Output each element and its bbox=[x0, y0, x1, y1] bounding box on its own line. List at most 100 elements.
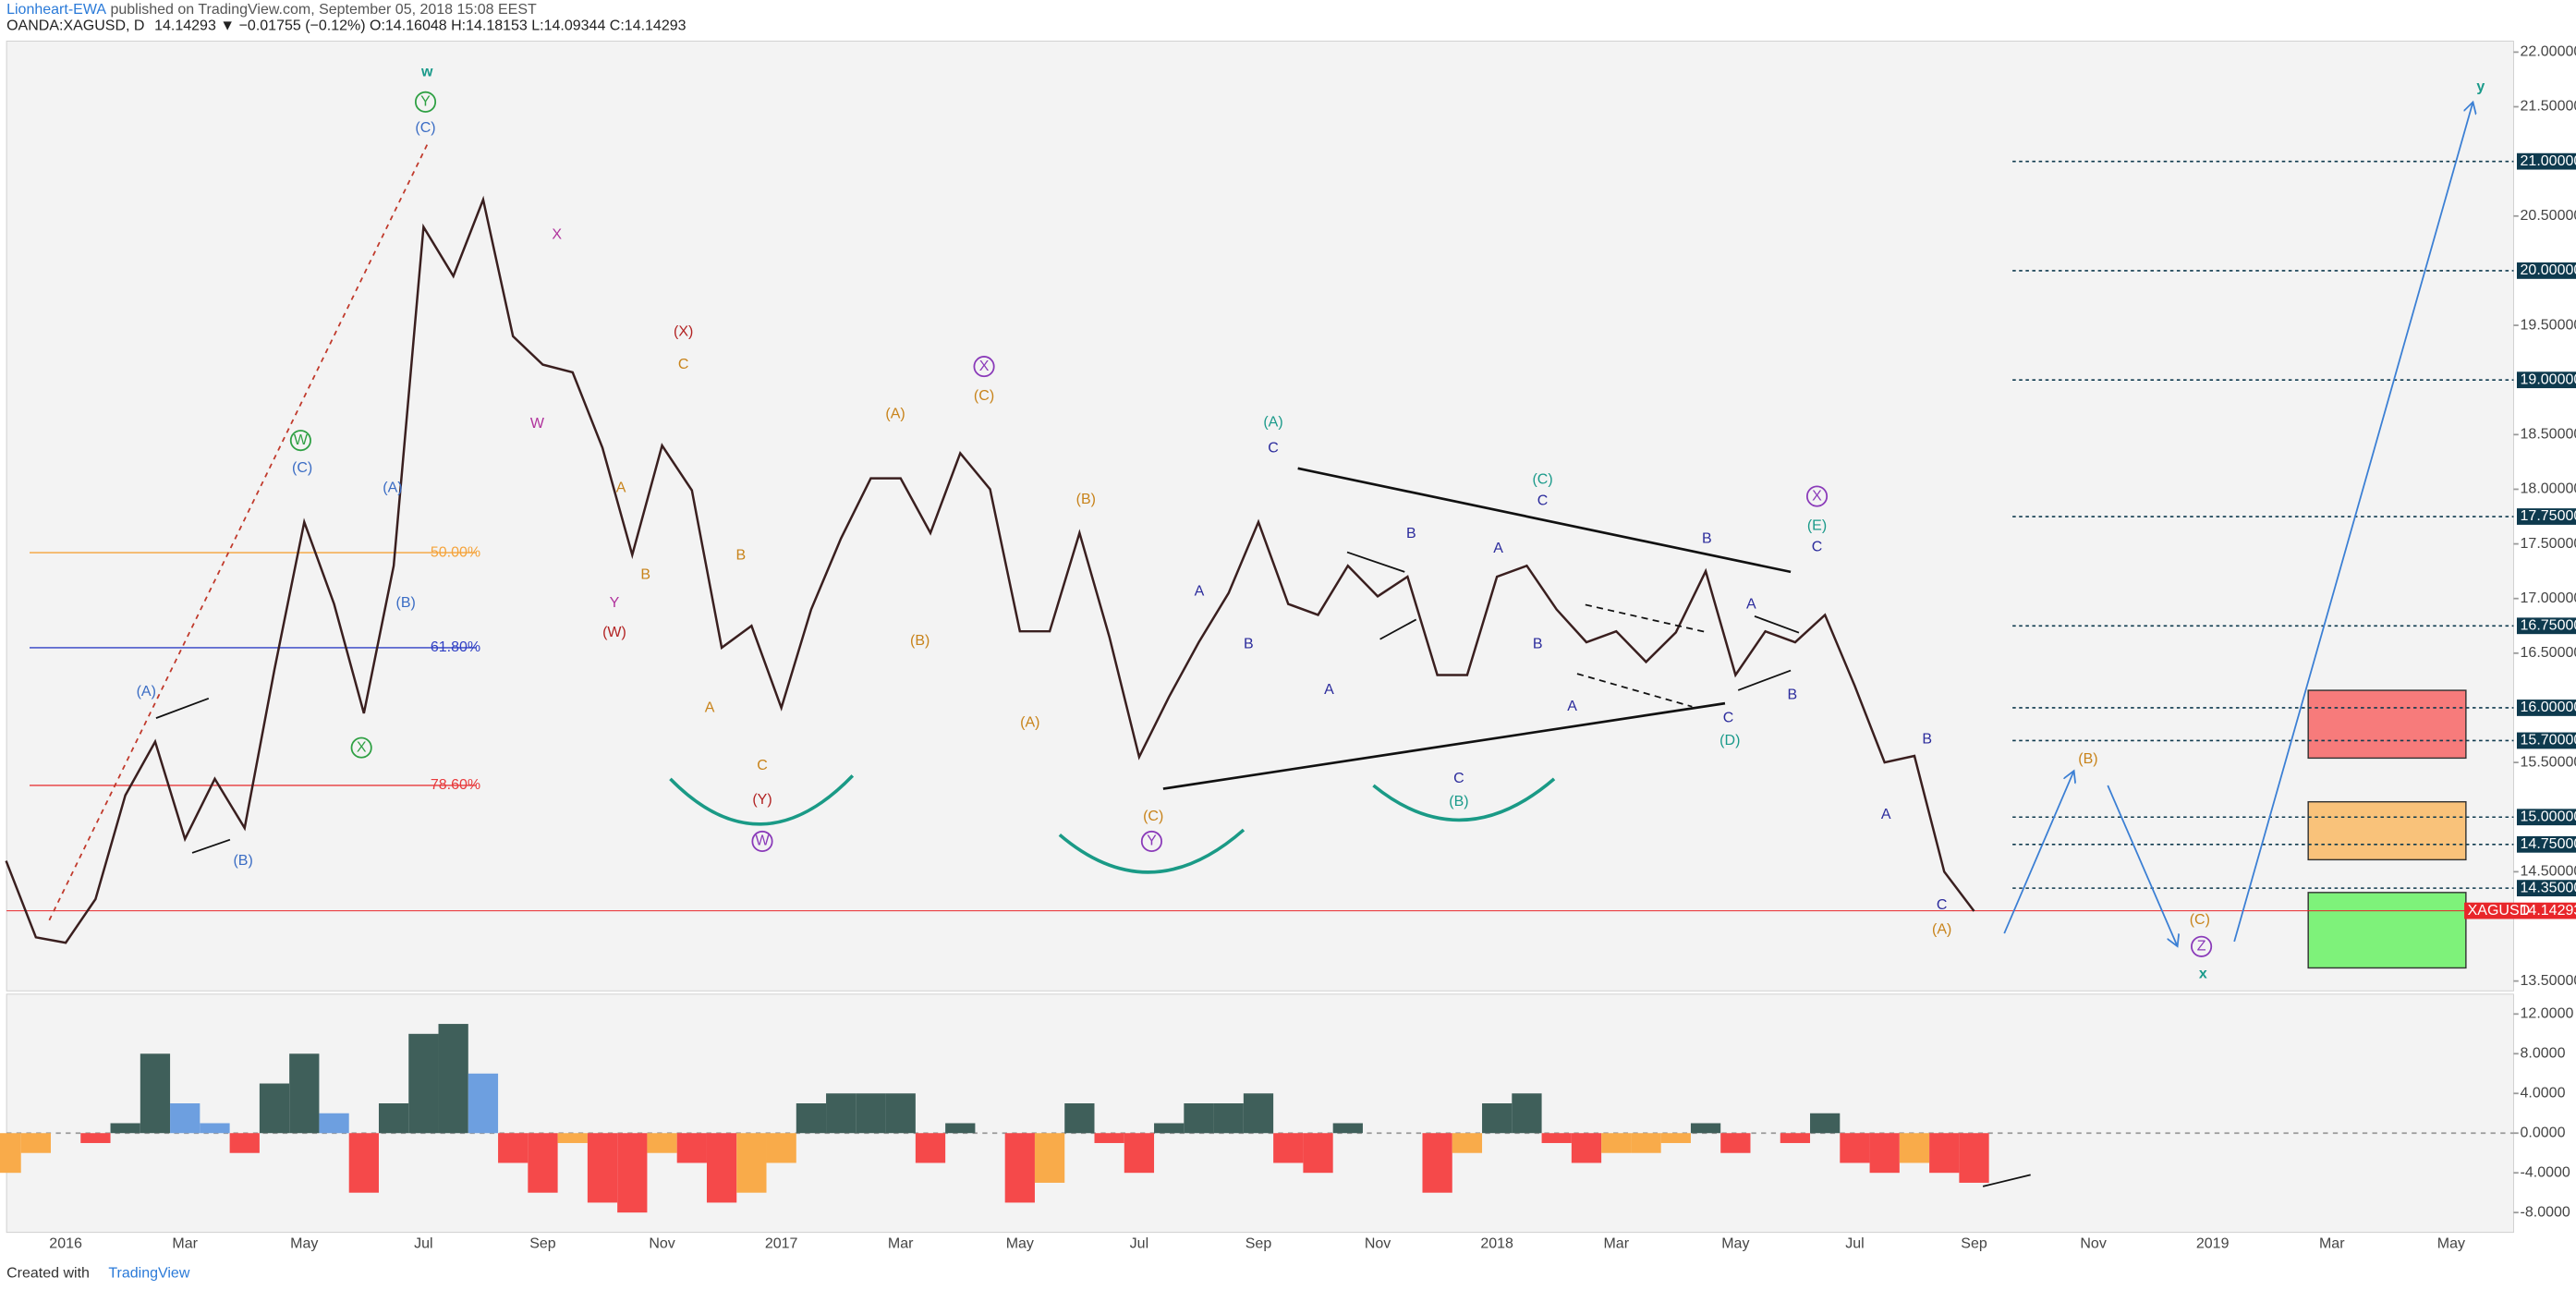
oscillator-bar bbox=[200, 1123, 230, 1134]
wave-label: (Y) bbox=[752, 792, 772, 808]
fib-label: 61.80% bbox=[431, 639, 480, 655]
y-tick-label: 21.50000 bbox=[2521, 99, 2576, 115]
oscillator-bar bbox=[1571, 1133, 1602, 1163]
wave-label: A bbox=[1493, 541, 1503, 556]
oscillator-bar bbox=[1929, 1133, 1960, 1174]
oscillator-bar bbox=[1899, 1133, 1930, 1163]
x-tick-label: 2018 bbox=[1480, 1235, 1513, 1251]
published: published on TradingView.com, September … bbox=[106, 2, 537, 18]
author[interactable]: Lionheart-EWA bbox=[6, 2, 106, 18]
oscillator-bar bbox=[528, 1133, 558, 1193]
x-tick-label: May bbox=[1006, 1235, 1034, 1251]
channel-line bbox=[1754, 615, 1800, 634]
footer-created: Created with bbox=[6, 1265, 90, 1281]
oscillator-bar bbox=[1004, 1133, 1035, 1203]
oscillator-line bbox=[1982, 1174, 2031, 1187]
y-tick-label: -8.0000 bbox=[2521, 1204, 2570, 1220]
wave-label: (C) bbox=[292, 460, 312, 476]
wave-label: (W) bbox=[602, 625, 626, 640]
wave-label: Y bbox=[420, 94, 431, 110]
wave-circle bbox=[2191, 935, 2213, 957]
wave-label: (D) bbox=[1719, 733, 1740, 748]
wave-label: x bbox=[2199, 967, 2207, 982]
chart-layer: 2016 Mar May Jul Sep Nov 2017 Mar May Jul Sep Nov 20… bbox=[0, 44, 2576, 1251]
level-label: 15.00000 bbox=[2521, 809, 2576, 824]
wave-label: B bbox=[1702, 531, 1712, 547]
oscillator-bar bbox=[1660, 1133, 1691, 1143]
level-label: 20.00000 bbox=[2521, 262, 2576, 278]
oscillator-bar bbox=[259, 1083, 290, 1134]
oscillator-bar bbox=[826, 1093, 857, 1134]
y-tick-label: 13.50000 bbox=[2521, 973, 2576, 989]
level-label: 14.35000 bbox=[2521, 880, 2576, 895]
y-tick-label: 18.50000 bbox=[2521, 427, 2576, 443]
wave-label: (E) bbox=[1807, 517, 1827, 533]
wave-label: A bbox=[616, 480, 626, 495]
oscillator-bar bbox=[617, 1133, 648, 1213]
projection-arrow bbox=[2233, 103, 2473, 943]
arc bbox=[1372, 777, 1556, 822]
level-box bbox=[2516, 700, 2576, 716]
oscillator-bar bbox=[856, 1093, 886, 1134]
level-box bbox=[2516, 880, 2576, 897]
wave-label: (B) bbox=[1449, 794, 1468, 809]
arc bbox=[669, 774, 855, 826]
x-tick-label: 2017 bbox=[765, 1235, 798, 1251]
y-tick-label: 16.50000 bbox=[2521, 645, 2576, 661]
x-tick-label: Mar bbox=[172, 1235, 198, 1251]
wave-label: B bbox=[736, 547, 747, 563]
wave-label: (C) bbox=[2190, 912, 2210, 928]
wave-label: (C) bbox=[1143, 809, 1163, 824]
wave-label: (A) bbox=[137, 684, 156, 700]
oscillator-bar bbox=[348, 1133, 379, 1193]
oscillator-bar bbox=[557, 1133, 588, 1143]
oscillator-bar bbox=[915, 1133, 946, 1163]
wave-circle bbox=[1805, 485, 1829, 507]
wave-label: B bbox=[1533, 636, 1543, 651]
level-label: 14.75000 bbox=[2521, 836, 2576, 852]
wave-label: w bbox=[420, 65, 433, 80]
oscillator-bar bbox=[1303, 1133, 1333, 1174]
oscillator-bar bbox=[1482, 1103, 1513, 1134]
x-tick-label: Mar bbox=[2319, 1235, 2345, 1251]
wave-label: A bbox=[1324, 682, 1334, 698]
x-tick-label: Sep bbox=[1245, 1235, 1272, 1251]
level-label: 16.00000 bbox=[2521, 700, 2576, 715]
oscillator-bar bbox=[438, 1024, 468, 1134]
oscillator-bar bbox=[1869, 1133, 1900, 1174]
x-tick-label: May bbox=[1721, 1235, 1749, 1251]
wave-label: A bbox=[1746, 597, 1756, 613]
oscillator-bar bbox=[1154, 1123, 1185, 1134]
wave-label: A bbox=[1881, 807, 1891, 822]
x-tick-label: Sep bbox=[529, 1235, 556, 1251]
projection-arrow bbox=[2003, 773, 2073, 934]
oscillator-bar bbox=[1332, 1123, 1363, 1134]
level-box bbox=[2516, 371, 2576, 389]
oscillator-bar bbox=[736, 1133, 767, 1193]
oscillator-bar bbox=[1810, 1113, 1841, 1134]
oscillator-bar bbox=[468, 1073, 499, 1134]
wave-circle bbox=[1140, 830, 1162, 853]
symbol: OANDA:XAGUSD, D bbox=[6, 18, 144, 34]
oscillator-bar bbox=[1601, 1133, 1632, 1153]
wave-label: (B) bbox=[233, 853, 252, 869]
oscillator-bar bbox=[766, 1133, 796, 1163]
level-label: 15.70000 bbox=[2521, 733, 2576, 748]
y-tick-label: 20.50000 bbox=[2521, 208, 2576, 224]
wave-label: W bbox=[755, 834, 770, 849]
target-zone bbox=[2307, 892, 2467, 969]
oscillator-bar bbox=[1541, 1133, 1572, 1143]
oscillator-bar bbox=[945, 1123, 976, 1134]
channel-line bbox=[1379, 618, 1417, 640]
y-tick-label: 19.50000 bbox=[2521, 317, 2576, 333]
quote: 14.14293 ▼ −0.01755 (−0.12%) O:14.16048 … bbox=[154, 18, 687, 34]
x-tick-label: Jul bbox=[1130, 1235, 1148, 1251]
y-tick-label: 12.0000 bbox=[2521, 1006, 2574, 1022]
oscillator-bar bbox=[587, 1133, 618, 1203]
x-tick-label: Mar bbox=[1603, 1235, 1629, 1251]
wave-label: C bbox=[1723, 710, 1734, 725]
symbol-label: XAGUSD bbox=[2468, 903, 2531, 919]
footer-brand[interactable]: TradingView bbox=[108, 1265, 189, 1281]
wave-label: W bbox=[294, 432, 309, 448]
y-tick-label: 15.50000 bbox=[2521, 754, 2576, 770]
